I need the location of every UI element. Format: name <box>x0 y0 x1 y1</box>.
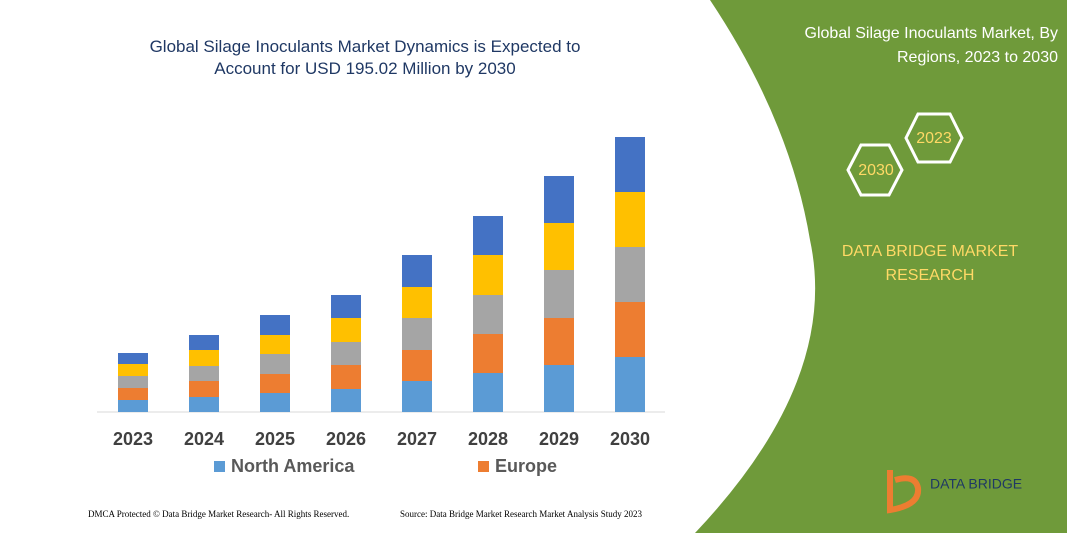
bar-segment <box>402 381 432 412</box>
bar-segment <box>473 255 503 295</box>
bar-segment <box>473 295 503 334</box>
bar-segment <box>189 381 219 397</box>
bar-segment <box>615 137 645 192</box>
legend-swatch <box>214 461 225 472</box>
bar-segment <box>544 270 574 318</box>
x-tick-label: 2028 <box>468 429 508 449</box>
bar-segment <box>118 364 148 376</box>
bar-segment <box>118 376 148 388</box>
bar-segment <box>331 365 361 389</box>
bar-segment <box>260 354 290 374</box>
footer-right: Source: Data Bridge Market Research Mark… <box>400 509 642 519</box>
legend-swatch <box>478 461 489 472</box>
legend-label: Europe <box>495 456 557 476</box>
logo-icon <box>887 470 922 514</box>
bar-segment <box>331 342 361 365</box>
bar-segment <box>615 357 645 412</box>
bar-segment <box>260 374 290 393</box>
bar-segment <box>402 287 432 318</box>
x-tick-label: 2025 <box>255 429 295 449</box>
bar-segment <box>544 176 574 223</box>
x-tick-label: 2029 <box>539 429 579 449</box>
bar-segment <box>544 365 574 412</box>
hexagon <box>904 112 964 164</box>
bar-segment <box>260 393 290 412</box>
hexagon <box>846 143 904 197</box>
bar-segment <box>473 373 503 412</box>
bar-segment <box>402 255 432 287</box>
x-tick-label: 2026 <box>326 429 366 449</box>
bar-segment <box>473 216 503 255</box>
panel-title: Global Silage Inoculants Market, By Regio… <box>805 25 1059 66</box>
bar-segment <box>189 397 219 412</box>
hex-label: 2030 <box>858 162 894 179</box>
bar-segment <box>189 350 219 366</box>
bar-segment <box>544 318 574 365</box>
x-tick-label: 2024 <box>184 429 224 449</box>
bar-segment <box>331 389 361 412</box>
logo-text: DATA BRIDGE <box>930 476 1022 492</box>
brand: DATA BRIDGE MARKET RESEARCH <box>842 243 1019 284</box>
bar-segment <box>189 366 219 381</box>
bar-segment <box>331 295 361 318</box>
bar-segment <box>615 192 645 247</box>
bar-segment <box>260 315 290 335</box>
legend-label: North America <box>231 456 355 476</box>
bar-segment <box>189 335 219 350</box>
hex-label: 2023 <box>916 130 952 147</box>
bar-segment <box>331 318 361 342</box>
chart-title: Global Silage Inoculants Market Dynamics… <box>150 37 581 78</box>
footer-left: DMCA Protected © Data Bridge Market Rese… <box>88 509 349 519</box>
x-tick-label: 2030 <box>610 429 650 449</box>
bar-segment <box>473 334 503 373</box>
side-panel <box>695 0 1067 533</box>
bar-segment <box>402 318 432 350</box>
bar-segment <box>118 400 148 412</box>
x-tick-label: 2027 <box>397 429 437 449</box>
bar-segment <box>118 388 148 400</box>
bar-segment <box>615 247 645 302</box>
x-tick-label: 2023 <box>113 429 153 449</box>
bar-segment <box>615 302 645 357</box>
bar-segment <box>118 353 148 364</box>
bar-segment <box>260 335 290 354</box>
bar-segment <box>544 223 574 270</box>
bar-segment <box>402 350 432 381</box>
